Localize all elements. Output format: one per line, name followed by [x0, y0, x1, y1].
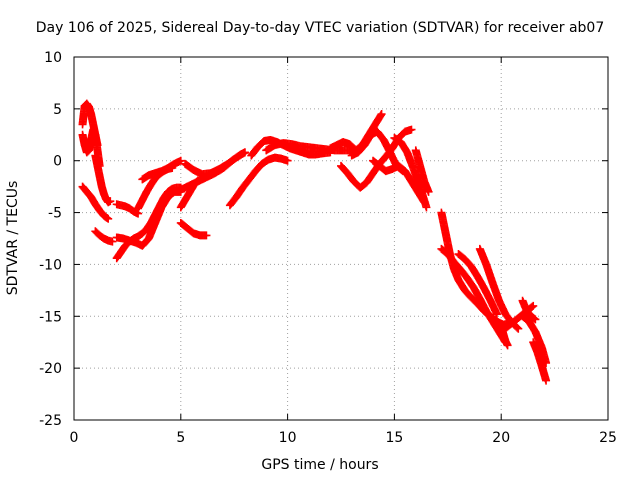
data-point — [529, 301, 538, 310]
series-arc12 — [176, 176, 202, 212]
x-tick-label: 5 — [176, 430, 185, 446]
data-point — [528, 302, 537, 311]
plot-frame — [73, 56, 609, 421]
series-arc4 — [78, 182, 113, 223]
data-point — [424, 187, 433, 196]
data-point — [176, 156, 185, 165]
y-tick-label: -20 — [39, 361, 62, 377]
series-arc23 — [411, 146, 433, 196]
y-tick-label: 0 — [53, 154, 62, 170]
series-arc27 — [475, 244, 523, 333]
data-point — [492, 310, 501, 319]
series-arc7 — [112, 187, 185, 250]
data-point — [104, 214, 113, 223]
data-point — [514, 324, 523, 333]
data-point — [407, 125, 416, 134]
data-points — [78, 99, 551, 385]
data-point — [377, 110, 386, 119]
x-tick-label: 10 — [279, 430, 297, 446]
x-tick-label: 15 — [385, 430, 403, 446]
data-point — [513, 323, 522, 332]
data-point — [542, 376, 551, 385]
series-arc24 — [437, 208, 514, 329]
series-arc3 — [91, 151, 115, 207]
y-tick-label: 10 — [44, 50, 62, 66]
plot-border — [73, 56, 609, 421]
y-tick-label: -25 — [39, 413, 62, 429]
x-tick-label: 25 — [599, 430, 617, 446]
x-tick-label: 20 — [492, 430, 510, 446]
y-axis-label: SDTVAR / TECUs — [5, 180, 21, 296]
series-arc10 — [138, 156, 185, 184]
series-arc14 — [181, 148, 249, 179]
series-arc30 — [529, 338, 551, 385]
y-axis-ticks: -25 -20 -15 -10 -5 0 5 10 — [39, 50, 608, 429]
x-axis-label: GPS time / hours — [261, 457, 379, 473]
data-point — [283, 156, 292, 165]
series-arc22 — [390, 133, 431, 212]
data-point — [422, 203, 431, 212]
data-point — [193, 176, 202, 185]
y-tick-label: -5 — [48, 206, 62, 222]
series-arc15 — [225, 153, 292, 210]
y-tick-label: 5 — [53, 102, 62, 118]
data-point — [108, 237, 117, 246]
series-arc29 — [518, 312, 551, 367]
y-tick-label: -10 — [39, 257, 62, 273]
chart-title: Day 106 of 2025, Sidereal Day-to-day VTE… — [35, 20, 605, 36]
series-arc17 — [262, 139, 356, 155]
series-arc13 — [176, 218, 211, 240]
series-arc31 — [497, 322, 512, 350]
y-tick-label: -15 — [39, 309, 62, 325]
series-arc26 — [454, 250, 501, 319]
data-point — [531, 315, 540, 324]
data-point — [106, 197, 115, 206]
series-arc32 — [518, 296, 540, 324]
data-point — [193, 177, 202, 186]
data-point — [240, 148, 249, 157]
x-tick-label: 0 — [70, 430, 79, 446]
data-point — [503, 341, 512, 350]
grid-lines — [74, 57, 608, 420]
series-arc8 — [112, 200, 143, 218]
series-arc5 — [91, 227, 117, 246]
x-axis-ticks: 0 5 10 15 20 25 — [70, 57, 617, 446]
data-point — [202, 231, 211, 240]
